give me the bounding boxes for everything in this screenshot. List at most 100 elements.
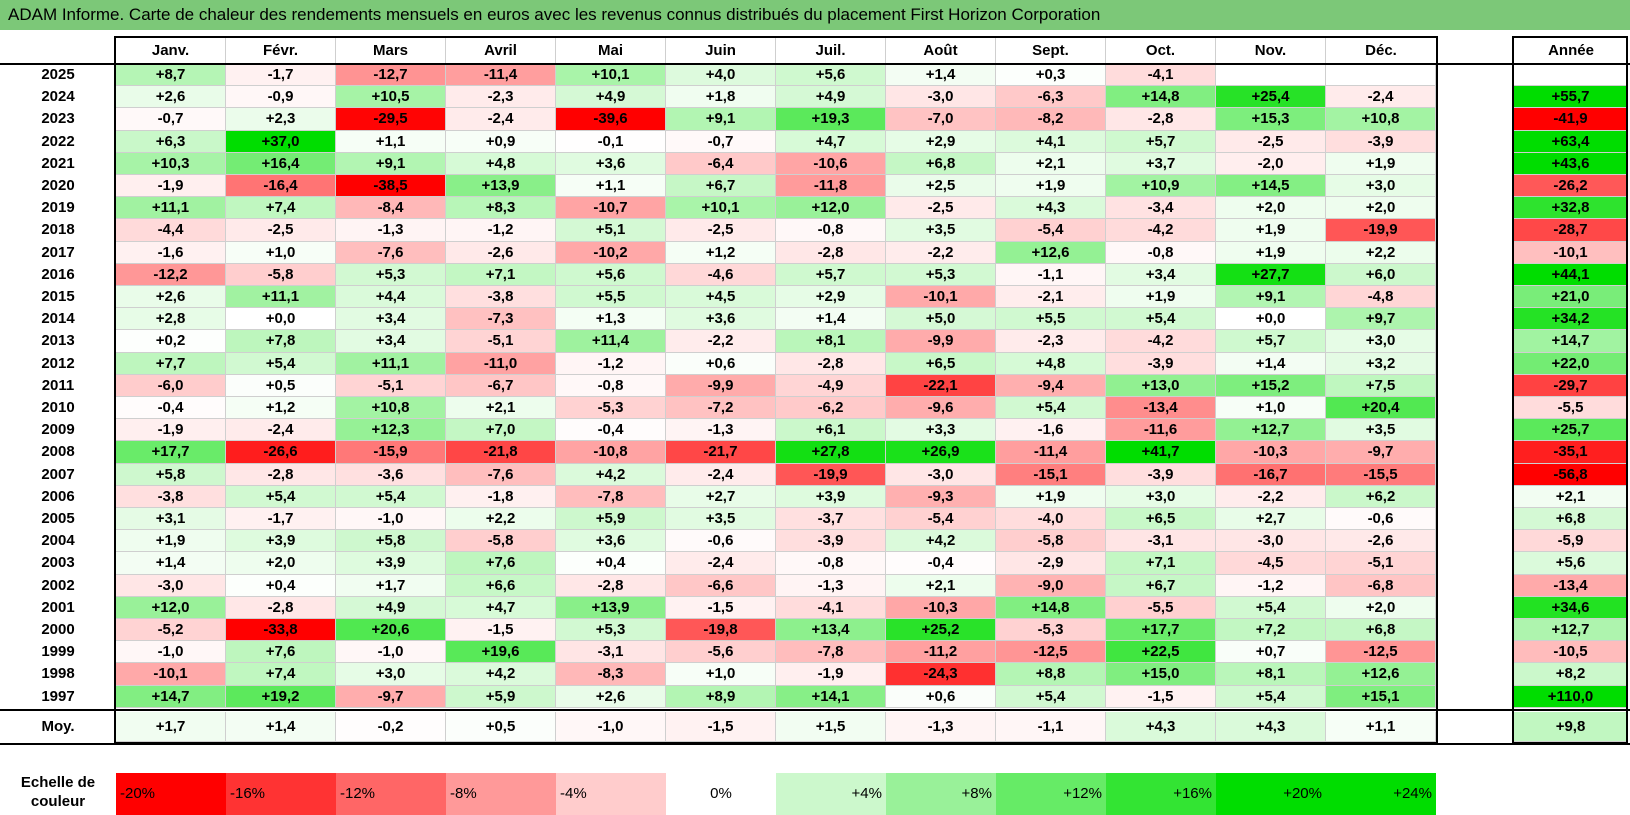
heatmap-cell: +2,1 [886,574,996,597]
heatmap-cell: -6,0 [116,374,226,397]
heatmap-cell: +1,1 [556,175,666,198]
heatmap-cell: +1,9 [1106,286,1216,309]
average-cell: -0,2 [336,711,446,742]
heatmap-cell: +5,5 [556,286,666,309]
heatmap-cell: +14,7 [116,685,226,708]
heatmap-cell: +1,9 [1326,152,1436,175]
heatmap-cell: -2,8 [1106,108,1216,131]
heatmap-cell: +4,7 [776,130,886,153]
heatmap-cell: +6,8 [1326,619,1436,642]
heatmap-cell: +4,2 [446,663,556,686]
heatmap-cell: +25,2 [886,619,996,642]
heatmap-cell: +5,4 [226,485,336,508]
heatmap-cell: -1,0 [336,641,446,664]
annual-cell: -26,2 [1514,175,1628,198]
annual-cell: +34,2 [1514,308,1628,331]
heatmap-cell: -11,4 [446,64,556,87]
annual-cell: +110,0 [1514,685,1628,708]
color-scale-swatch: -4% [556,773,666,815]
heatmap-cell: +0,6 [886,685,996,708]
heatmap-cell: +0,0 [1216,308,1326,331]
month-header: Avril [446,38,556,64]
heatmap-cell: -3,9 [1106,463,1216,486]
heatmap-cell: -7,8 [776,641,886,664]
heatmap-cell: +11,4 [556,330,666,353]
heatmap-cell: -1,5 [1106,685,1216,708]
heatmap-cell: -5,6 [666,641,776,664]
year-label: 2017 [41,243,75,261]
color-scale-swatch: +20% [1216,773,1326,815]
heatmap-cell: +8,9 [666,685,776,708]
heatmap-cell: -1,5 [446,619,556,642]
heatmap-cell: +37,0 [226,130,336,153]
average-cell: +1,4 [226,711,336,742]
heatmap-cell: -3,4 [1106,197,1216,220]
heatmap-cell: -5,4 [996,219,1106,242]
heatmap-cell: +5,0 [886,308,996,331]
heatmap-cell: -1,2 [446,219,556,242]
heatmap-cell: +4,2 [556,463,666,486]
heatmap-cell: +1,4 [116,552,226,575]
heatmap-cell [1216,64,1326,87]
heatmap-cell: +4,9 [776,86,886,109]
year-label: 2010 [41,399,75,416]
heatmap-cell: -6,6 [666,574,776,597]
heatmap-cell: +6,8 [886,152,996,175]
annual-cell: -29,7 [1514,374,1628,397]
heatmap-cell: -39,6 [556,108,666,131]
heatmap-cell: +3,6 [556,152,666,175]
heatmap-cell: +27,8 [776,441,886,464]
heatmap-cell: -9,4 [996,374,1106,397]
heatmap-cell: -21,7 [666,441,776,464]
average-label: Moy. [41,717,75,735]
heatmap-cell: -1,7 [226,508,336,531]
heatmap-cell: +3,9 [226,530,336,553]
year-label: 2023 [41,110,75,128]
heatmap-cell: -3,0 [886,86,996,109]
heatmap-cell: -4,1 [776,596,886,619]
heatmap-cell: -1,1 [996,263,1106,286]
heatmap-cell: -9,7 [1326,441,1436,464]
heatmap-cell: -4,1 [1106,64,1216,87]
heatmap-cell: -12,7 [336,64,446,87]
heatmap-cell: -11,0 [446,352,556,375]
heatmap-cell: -15,5 [1326,463,1436,486]
heatmap-cell: -9,9 [666,374,776,397]
heatmap-cell: +6,2 [1326,485,1436,508]
heatmap-cell: +10,5 [336,86,446,109]
heatmap-cell: +7,1 [446,263,556,286]
heatmap-cell: -2,2 [886,241,996,264]
heatmap-cell: -2,4 [666,463,776,486]
heatmap-cell: -10,6 [776,152,886,175]
heatmap-cell: +0,9 [446,130,556,153]
heatmap-cell: -5,1 [446,330,556,353]
heatmap-cell: +1,0 [1216,397,1326,420]
heatmap-cell: +20,6 [336,619,446,642]
heatmap-cell: -2,8 [226,596,336,619]
heatmap-cell: -2,8 [776,241,886,264]
annual-cell: +43,6 [1514,152,1628,175]
heatmap-cell: +5,6 [776,64,886,87]
average-cell: +0,5 [446,711,556,742]
heatmap-cell: -2,8 [226,463,336,486]
month-header: Oct. [1106,38,1216,64]
heatmap-cell: +4,2 [886,530,996,553]
heatmap-cell: +1,0 [226,241,336,264]
heatmap-cell: -6,8 [1326,574,1436,597]
heatmap-cell: -1,9 [776,663,886,686]
heatmap-cell: +8,1 [776,330,886,353]
heatmap-cell: +5,6 [556,263,666,286]
year-label: 2015 [41,288,75,305]
year-label: 2021 [41,154,75,172]
heatmap-cell: -10,1 [886,286,996,309]
heatmap-cell: +10,9 [1106,175,1216,198]
heatmap-cell: +7,0 [446,419,556,442]
heatmap-cell: +10,8 [1326,108,1436,131]
color-scale-swatch: +24% [1326,773,1436,815]
heatmap-cell: -4,4 [116,219,226,242]
heatmap-cell: -3,0 [886,463,996,486]
average-cell: +1,1 [1326,711,1436,742]
year-label: 2019 [41,199,75,217]
heatmap-cell: -2,2 [666,330,776,353]
heatmap-cell: +5,4 [996,397,1106,420]
